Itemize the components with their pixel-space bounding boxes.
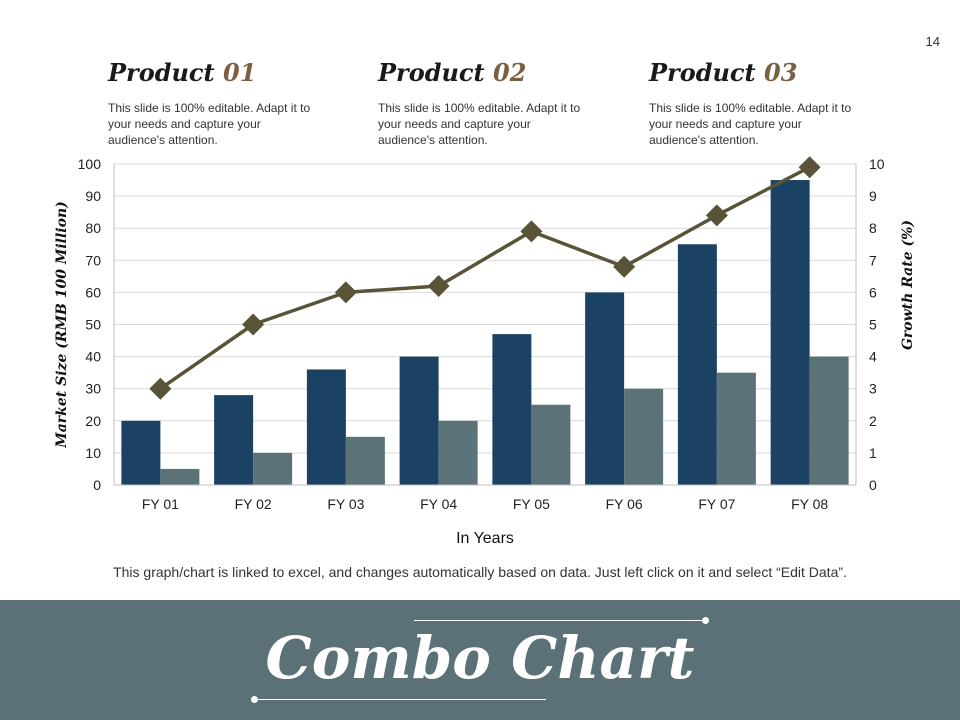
bar (160, 468, 200, 485)
x-axis-title: In Years (456, 530, 514, 547)
bar (121, 420, 161, 485)
growth-point (705, 204, 728, 227)
y2-tick-label: 1 (869, 445, 877, 461)
product-02-title: Product 02 (378, 58, 588, 88)
bar (492, 334, 532, 485)
x-tick-label: FY 07 (698, 496, 735, 512)
y2-tick-label: 4 (869, 349, 877, 365)
bottom-decorative-dot (251, 696, 258, 703)
y-axis-title: Market Size (RMB 100 Million) (54, 201, 70, 449)
y-tick-label: 50 (85, 317, 101, 333)
bar (253, 452, 293, 485)
growth-point (613, 255, 636, 278)
x-tick-label: FY 01 (142, 496, 179, 512)
y-tick-label: 20 (85, 413, 101, 429)
product-01-block: Product 01 This slide is 100% editable. … (108, 58, 318, 148)
growth-point (334, 281, 357, 304)
bar (531, 404, 571, 485)
y-tick-label: 60 (85, 284, 101, 300)
y-tick-label: 10 (85, 445, 101, 461)
bar (345, 436, 385, 485)
footer-band: Combo Chart (0, 600, 960, 720)
bar (438, 420, 478, 485)
bar (809, 356, 849, 485)
x-tick-label: FY 08 (791, 496, 828, 512)
product-03-title-word: Product (649, 58, 756, 87)
y-tick-label: 0 (93, 477, 101, 493)
growth-line (159, 165, 811, 391)
y-tick-label: 80 (85, 220, 101, 236)
bar (716, 372, 756, 485)
bar (306, 369, 346, 485)
y-tick-label: 30 (85, 381, 101, 397)
x-tick-label: FY 04 (420, 496, 457, 512)
product-01-title-word: Product (108, 58, 215, 87)
x-tick-label: FY 02 (235, 496, 272, 512)
slide-title: Combo Chart (265, 624, 695, 692)
y-tick-label: 100 (78, 156, 102, 172)
x-tick-label: FY 03 (327, 496, 364, 512)
product-03-block: Product 03 This slide is 100% editable. … (649, 58, 859, 148)
y-tick-label: 90 (85, 188, 101, 204)
product-01-title-number: 01 (223, 58, 257, 87)
x-tick-label: FY 05 (513, 496, 550, 512)
y2-tick-label: 2 (869, 413, 877, 429)
bar (399, 356, 439, 485)
product-02-title-word: Product (378, 58, 485, 87)
chart-note: This graph/chart is linked to excel, and… (113, 564, 847, 580)
bar (585, 292, 625, 485)
product-03-title-number: 03 (764, 58, 798, 87)
y-tick-label: 70 (85, 252, 101, 268)
y2-tick-label: 5 (869, 317, 877, 333)
bar (214, 395, 254, 485)
y2-tick-label: 6 (869, 284, 877, 300)
growth-point (798, 156, 821, 179)
bottom-decorative-line (256, 699, 546, 700)
product-01-description: This slide is 100% editable. Adapt it to… (108, 101, 311, 147)
product-03-description: This slide is 100% editable. Adapt it to… (649, 101, 852, 147)
product-03-title: Product 03 (649, 58, 859, 88)
product-02-block: Product 02 This slide is 100% editable. … (378, 58, 588, 148)
product-01-title: Product 01 (108, 58, 318, 88)
bar (770, 180, 810, 486)
y2-tick-label: 7 (869, 252, 877, 268)
y2-axis-title: Growth Rate (%) (900, 220, 916, 350)
y-tick-label: 40 (85, 349, 101, 365)
y2-tick-label: 0 (869, 477, 877, 493)
bar (624, 388, 664, 485)
growth-point (149, 377, 172, 400)
top-decorative-dot (702, 617, 709, 624)
x-tick-label: FY 06 (606, 496, 643, 512)
growth-point (427, 274, 450, 297)
y2-tick-label: 3 (869, 381, 877, 397)
bar (677, 244, 717, 485)
growth-point (520, 220, 543, 243)
y2-tick-label: 9 (869, 188, 877, 204)
combo-chart: 0 10 20 30 40 50 60 70 80 90 100 0 1 2 3 4 5 6 7 8 9 10 FY 01 F… (54, 156, 916, 547)
product-02-description: This slide is 100% editable. Adapt it to… (378, 101, 581, 147)
y2-tick-label: 10 (869, 156, 885, 172)
growth-point (242, 313, 265, 336)
y2-tick-label: 8 (869, 220, 877, 236)
page-number: 14 (925, 34, 940, 49)
top-decorative-line (414, 620, 706, 621)
product-02-title-number: 02 (493, 58, 527, 87)
